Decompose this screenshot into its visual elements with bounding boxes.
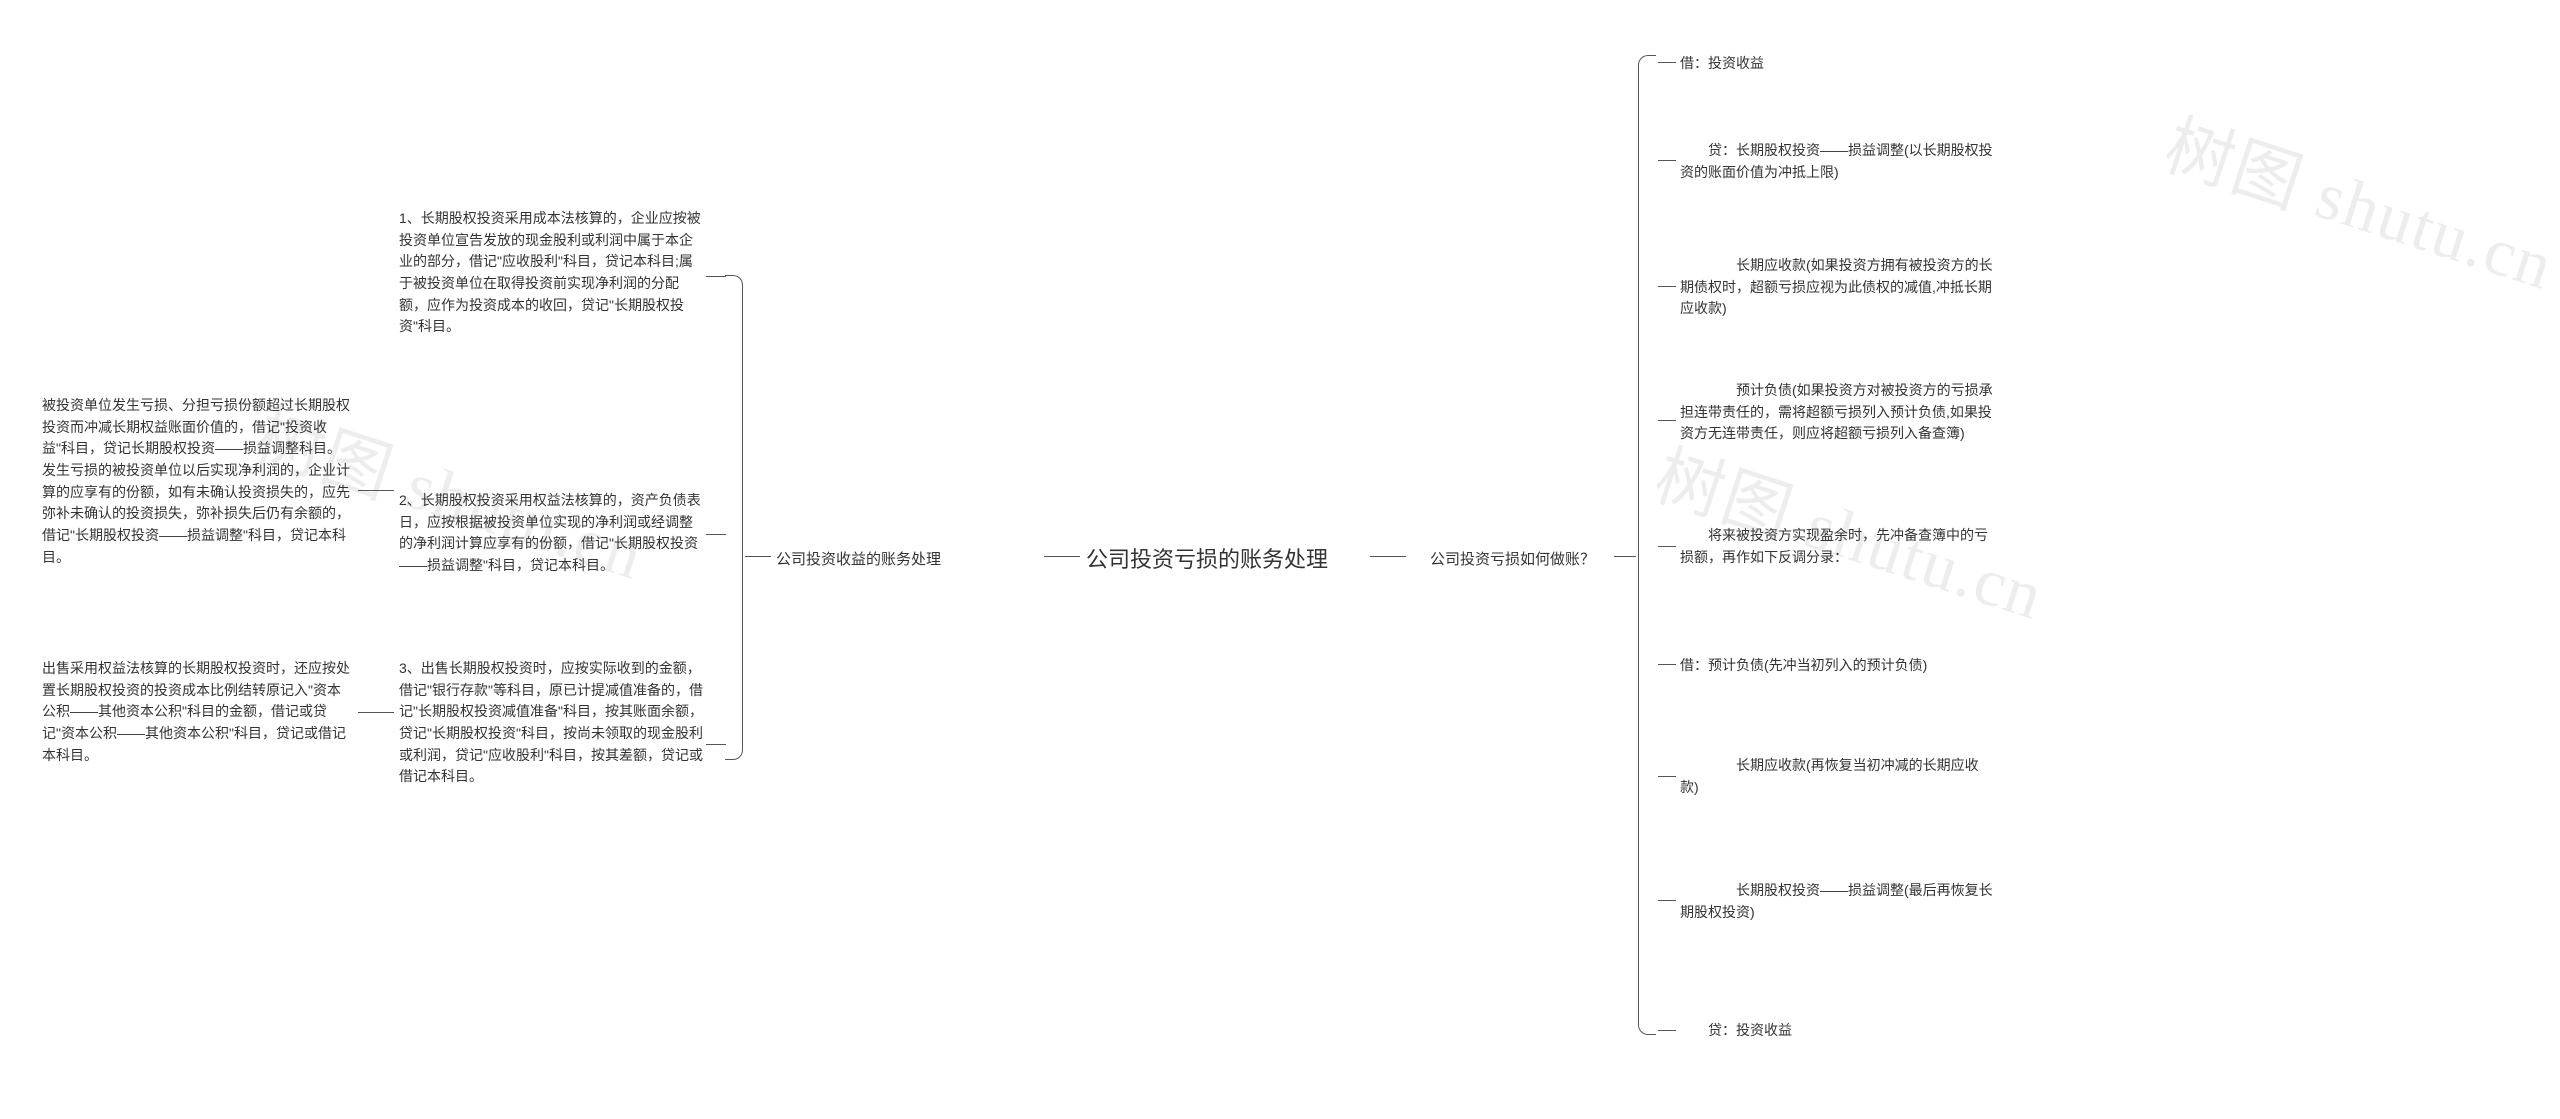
- connector: [1658, 286, 1676, 287]
- mindmap-center: 公司投资亏损的账务处理: [1086, 543, 1328, 577]
- left-child-3: 3、出售长期股权投资时，应按实际收到的金额，借记"银行存款"等科目，原已计提减值…: [399, 658, 704, 788]
- right-child-4: 预计负债(如果投资方对被投资方的亏损承担连带责任的，需将超额亏损列入预计负债,如…: [1680, 380, 1995, 445]
- left-grandchild-3-1: 出售采用权益法核算的长期股权投资时，还应按处置长期股权投资的投资成本比例结转原记…: [42, 658, 352, 766]
- connector: [1658, 420, 1676, 421]
- watermark: 树图 shutu.cn: [2155, 90, 2560, 309]
- connector: [1658, 62, 1676, 63]
- left-branch-label: 公司投资收益的账务处理: [776, 548, 941, 571]
- connector: [1658, 160, 1676, 161]
- right-child-6: 借：预计负债(先冲当初列入的预计负债): [1680, 655, 1927, 677]
- connector: [1044, 556, 1080, 557]
- connector: [745, 556, 771, 557]
- connector: [358, 712, 394, 713]
- connector: [1658, 1030, 1676, 1031]
- connector: [1370, 556, 1406, 557]
- right-child-3: 长期应收款(如果投资方拥有被投资方的长期债权时，超额亏损应视为此债权的减值,冲抵…: [1680, 255, 1995, 320]
- connector: [1658, 900, 1676, 901]
- right-child-9: 贷：投资收益: [1680, 1020, 1792, 1042]
- right-child-5: 将来被投资方实现盈余时，先冲备查簿中的亏损额，再作如下反调分录：: [1680, 525, 1995, 568]
- left-grandchild-2-1: 被投资单位发生亏损、分担亏损份额超过长期股权投资而冲减长期权益账面价值的，借记"…: [42, 395, 352, 569]
- connector: [1658, 546, 1676, 547]
- connector: [358, 490, 394, 491]
- left-child-1: 1、长期股权投资采用成本法核算的，企业应按被投资单位宣告发放的现金股利或利润中属…: [399, 208, 704, 338]
- connector: [706, 744, 726, 745]
- right-child-7: 长期应收款(再恢复当初冲减的长期应收款): [1680, 755, 1995, 798]
- bracket: [725, 275, 743, 760]
- connector: [1658, 664, 1676, 665]
- bracket: [1638, 55, 1656, 1035]
- connector: [1658, 776, 1676, 777]
- connector: [1614, 556, 1636, 557]
- right-child-8: 长期股权投资——损益调整(最后再恢复长期股权投资): [1680, 880, 1995, 923]
- connector: [706, 276, 726, 277]
- right-child-1: 借：投资收益: [1680, 53, 1764, 75]
- right-child-2: 贷：长期股权投资——损益调整(以长期股权投资的账面价值为冲抵上限): [1680, 140, 1995, 183]
- right-branch-label: 公司投资亏损如何做账？: [1430, 548, 1595, 571]
- left-child-2: 2、长期股权投资采用权益法核算的，资产负债表日，应按根据被投资单位实现的净利润或…: [399, 490, 704, 577]
- connector: [706, 534, 726, 535]
